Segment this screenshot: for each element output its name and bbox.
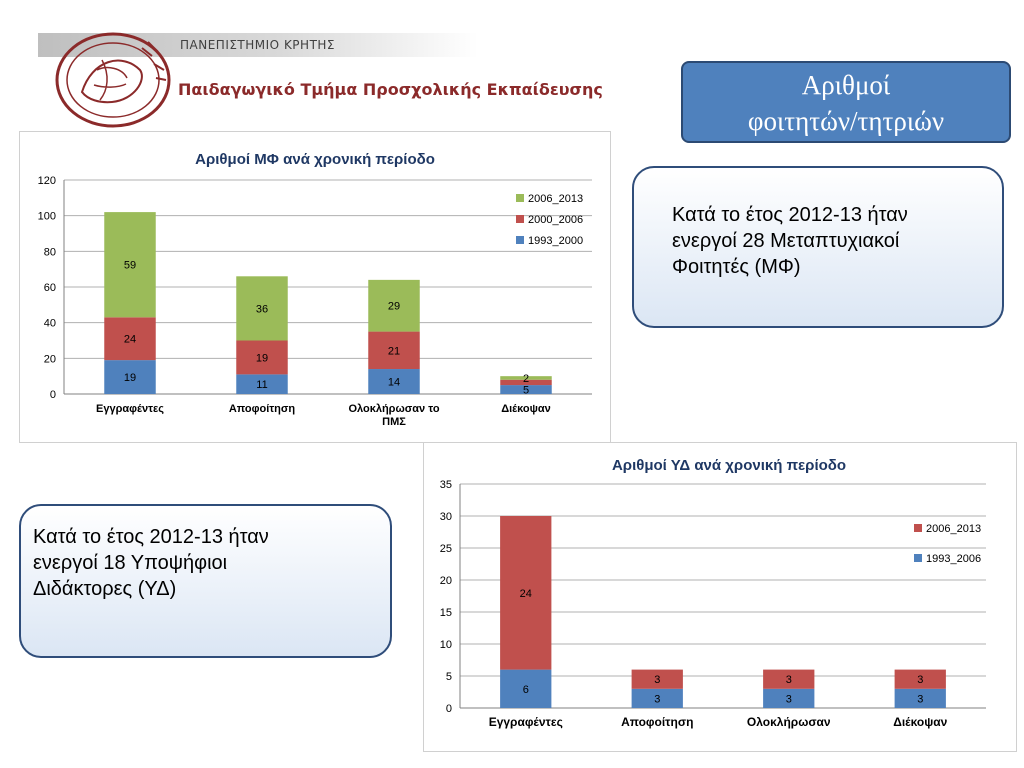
mf-legend-swatch <box>516 215 524 223</box>
yd-legend-entry: 1993_2006 <box>926 553 981 565</box>
yd-data-label: 3 <box>654 693 660 705</box>
title-box: Αριθμοί φοιτητών/τητριών <box>681 61 1011 143</box>
chart-yd-frame: Αριθμοί ΥΔ ανά χρονική περίοδο 0 5 10 15 20 25… <box>423 442 1017 752</box>
mf-bar-2006_2013-2 <box>368 279 420 332</box>
mf-x-tick-label: Εγγραφέντες <box>96 403 164 415</box>
yd-bar-1993_2006-2 <box>763 688 815 708</box>
mf-bar-2000_2006-1 <box>236 340 288 375</box>
yd-y-tick-label: 5 <box>446 671 452 683</box>
yd-x-tick-label: Εγγραφέντες <box>489 715 563 729</box>
mf-bar-2000_2006-3 <box>500 379 552 386</box>
yd-x-tick-label: Διέκοψαν <box>893 715 947 729</box>
mf-y-tick-label: 80 <box>44 246 56 258</box>
title-line-1: Αριθμοί <box>801 70 891 100</box>
mf-data-label: 19 <box>124 372 136 384</box>
mf-bar-2000_2006-2 <box>368 331 420 370</box>
yd-y-tick-label: 15 <box>440 607 452 619</box>
chart-yd: Αριθμοί ΥΔ ανά χρονική περίοδο 0 5 10 15 20 25… <box>440 457 986 729</box>
yd-x-tick-label: Ολοκλήρωσαν <box>747 715 831 729</box>
chart-mf: Αριθμοί ΜΦ ανά χρονική περίοδο 0 20 40 60 80 1… <box>38 151 592 428</box>
info-yd-line-2: ενεργοί 18 Υποψήφιοι <box>33 552 228 574</box>
yd-data-label: 24 <box>520 588 532 600</box>
info-yd-line-1: Κατά το έτος 2012-13 ήταν <box>33 526 269 548</box>
yd-legend-swatch <box>914 554 922 562</box>
yd-title: Αριθμοί ΥΔ ανά χρονική περίοδο <box>612 457 846 474</box>
yd-y-tick-label: 35 <box>440 479 452 491</box>
yd-bar-1993_2006-1 <box>631 688 683 708</box>
mf-legend-entry: 1993_2000 <box>528 235 583 247</box>
university-seal-logo <box>55 32 171 128</box>
department-name: Παιδαγωγικό Τμήμα Προσχολικής Εκπαίδευση… <box>178 80 603 99</box>
info-mf-line-2: ενεργοί 28 Μεταπτυχιακοί <box>672 230 900 252</box>
mf-y-tick-label: 40 <box>44 318 56 330</box>
info-box-yd: Κατά το έτος 2012-13 ήταν ενεργοί 18 Υπο… <box>19 504 392 658</box>
mf-x-tick-label: Ολοκλήρωσαν το <box>348 403 439 415</box>
yd-bar-2006_2013-1 <box>631 669 683 689</box>
info-mf-line-3: Φοιτητές (ΜΦ) <box>672 256 801 278</box>
mf-bar-2006_2013-0 <box>104 212 156 318</box>
mf-legend-entry: 2006_2013 <box>528 193 583 205</box>
mf-legend-swatch <box>516 194 524 202</box>
mf-bar-2000_2006-0 <box>104 317 156 361</box>
info-mf-line-1: Κατά το έτος 2012-13 ήταν <box>672 204 908 226</box>
yd-bar-2006_2013-3 <box>894 669 946 689</box>
mf-data-label: 5 <box>523 385 529 397</box>
yd-data-label: 3 <box>917 693 923 705</box>
mf-bar-2006_2013-3 <box>500 376 552 380</box>
chart-mf-frame: Αριθμοί ΜΦ ανά χρονική περίοδο 0 20 40 60 80 1… <box>19 131 611 443</box>
mf-title: Αριθμοί ΜΦ ανά χρονική περίοδο <box>195 151 435 168</box>
mf-data-label: 29 <box>388 301 400 313</box>
mf-data-label: 21 <box>388 345 400 357</box>
info-yd-line-3: Διδάκτορες (ΥΔ) <box>33 578 177 600</box>
mf-legend-swatch <box>516 236 524 244</box>
mf-data-label: 59 <box>124 260 136 272</box>
mf-x-tick-label: ΠΜΣ <box>382 416 406 428</box>
mf-bar-1993_2000-0 <box>104 360 156 394</box>
mf-data-label: 19 <box>256 352 268 364</box>
yd-bar-1993_2006-0 <box>500 669 552 708</box>
mf-legend-entry: 2000_2006 <box>528 214 583 226</box>
header-bar <box>38 33 478 57</box>
mf-y-tick-label: 60 <box>44 282 56 294</box>
mf-bar-2006_2013-1 <box>236 276 288 341</box>
mf-y-tick-label: 20 <box>44 353 56 365</box>
mf-data-label: 24 <box>124 334 136 346</box>
yd-data-label: 3 <box>917 674 923 686</box>
yd-bar-1993_2006-3 <box>894 688 946 708</box>
yd-data-label: 6 <box>523 684 529 696</box>
yd-y-tick-label: 10 <box>440 639 452 651</box>
yd-y-tick-label: 30 <box>440 511 452 523</box>
university-name: ΠΑΝΕΠΙΣΤΗΜΙΟ ΚΡΗΤΗΣ <box>180 38 336 52</box>
yd-data-label: 3 <box>654 674 660 686</box>
mf-bar-1993_2000-3 <box>500 385 552 394</box>
yd-bar-2006_2013-2 <box>763 669 815 689</box>
mf-x-tick-label: Διέκοψαν <box>501 403 551 415</box>
mf-data-label: 2 <box>523 373 529 385</box>
mf-y-tick-label: 120 <box>38 175 56 187</box>
yd-data-label: 3 <box>786 693 792 705</box>
mf-data-label: 14 <box>388 377 400 389</box>
mf-bar-1993_2000-1 <box>236 374 288 394</box>
yd-x-tick-label: Αποφοίτηση <box>621 715 693 729</box>
yd-data-label: 3 <box>786 674 792 686</box>
title-line-2: φοιτητών/τητριών <box>747 106 945 136</box>
mf-data-label: 36 <box>256 303 268 315</box>
mf-x-tick-label: Αποφοίτηση <box>229 403 296 415</box>
yd-y-tick-label: 20 <box>440 575 452 587</box>
mf-data-label: 11 <box>256 379 267 391</box>
mf-bar-1993_2000-2 <box>368 369 420 394</box>
mf-y-tick-label: 100 <box>38 211 56 223</box>
info-box-mf: Κατά το έτος 2012-13 ήταν ενεργοί 28 Μετ… <box>632 166 1004 328</box>
yd-y-tick-label: 0 <box>446 703 452 715</box>
mf-y-tick-label: 0 <box>50 389 56 401</box>
yd-bar-2006_2013-0 <box>500 516 552 670</box>
yd-legend-swatch <box>914 524 922 532</box>
yd-legend-entry: 2006_2013 <box>926 523 981 535</box>
yd-y-tick-label: 25 <box>440 543 452 555</box>
